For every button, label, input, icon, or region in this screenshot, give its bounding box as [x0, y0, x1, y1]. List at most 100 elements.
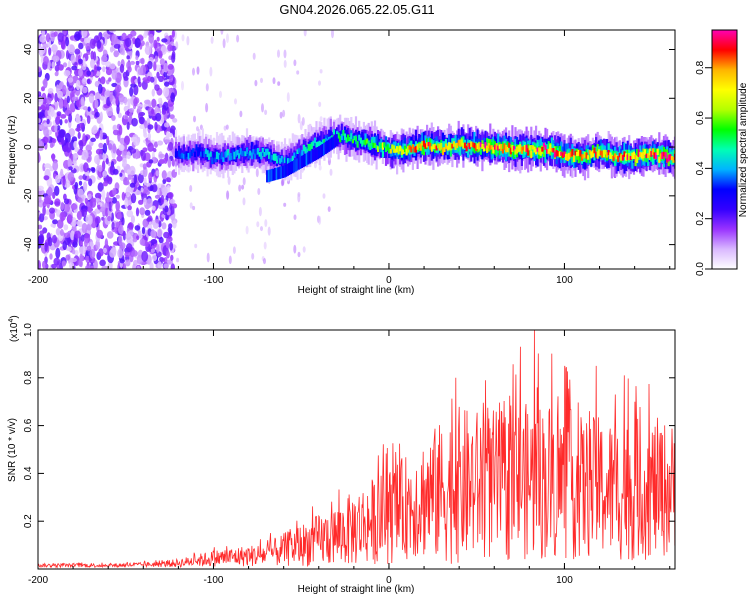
spectrogram-ridge-cell — [670, 156, 673, 161]
spectrogram-ridge-cell — [536, 147, 539, 152]
spectrogram-noise-cell — [70, 54, 76, 64]
spectrogram-noise-cell — [83, 162, 89, 173]
spectrogram-noise-cell — [283, 49, 287, 59]
spectrogram-ridge-cell — [413, 147, 416, 153]
spectrogram-ridge-cell — [389, 148, 392, 154]
spectrogram-noise-cell — [135, 55, 139, 61]
spectrogram-noise-cell — [293, 244, 297, 254]
spectrogram-noise-cell — [84, 197, 89, 205]
spectrogram-ridge-cell — [299, 152, 302, 158]
spectrogram-noise-cell — [71, 217, 77, 227]
spectrogram-noise-cell — [44, 163, 52, 169]
spectrogram-ridge-cell — [479, 144, 482, 155]
spectrogram-noise-cell — [149, 185, 154, 192]
spectrogram-ridge-cell — [429, 138, 432, 147]
spectrogram-ridge-cell — [471, 143, 474, 152]
spectrogram-noise-cell — [163, 231, 170, 239]
spectrogram-ridge-cell — [182, 154, 185, 160]
spectrogram-ridge-cell — [617, 156, 620, 163]
spectrogram-noise-cell — [49, 253, 53, 260]
spectrogram-branch-cell — [316, 147, 319, 160]
spectrogram-noise-cell — [58, 82, 64, 90]
spectrogram-noise-cell — [329, 168, 333, 176]
spectrogram-noise-cell — [171, 53, 176, 63]
colorbar-tick-label: 0.2 — [695, 211, 706, 225]
spectrogram-ridge-cell — [590, 151, 593, 159]
spectrogram-noise-cell — [181, 80, 184, 91]
spectrogram-noise-cell — [165, 177, 171, 183]
spectrogram-ridge-cell — [306, 148, 309, 154]
spectrogram-noise-cell — [154, 194, 161, 199]
spectrogram-noise-cell — [297, 251, 301, 258]
spectrogram-noise-cell — [303, 30, 307, 37]
spectrogram-noise-cell — [168, 223, 173, 230]
spectrogram-ridge-cell — [465, 145, 468, 152]
spectrogram-noise-cell — [99, 129, 103, 141]
spectrogram-noise-cell — [155, 64, 162, 72]
spectrogram-noise-cell — [38, 260, 41, 269]
spectrogram-noise-cell — [109, 165, 114, 173]
spectrogram-ridge-cell — [452, 141, 455, 147]
spectrogram-noise-cell — [163, 122, 170, 128]
spectrogram-noise-cell — [297, 113, 301, 124]
spectrogram-noise-cell — [171, 159, 176, 167]
spectrogram-branch-cell — [275, 167, 278, 180]
spectrogram-branch-cell — [319, 145, 322, 158]
spectrogram-noise-cell — [154, 84, 160, 91]
spectrogram-ridge-cell — [462, 142, 465, 149]
spectrogram-noise-cell — [136, 235, 140, 241]
spectrogram-branch-cell — [274, 168, 277, 181]
spectrogram-ridge-cell — [648, 151, 651, 160]
spectrogram-noise-cell — [121, 191, 126, 201]
spectrogram-noise-cell — [115, 221, 120, 229]
snr-series-line — [38, 330, 675, 569]
spectrogram-noise-cell — [118, 234, 123, 246]
spectrogram-noise-cell — [55, 84, 60, 94]
spectrogram-noise-cell — [66, 95, 70, 104]
spectrogram-noise-cell — [115, 200, 120, 212]
spectrogram-noise-cell — [228, 255, 232, 265]
spectrogram-noise-cell — [39, 213, 45, 223]
spectrogram-ridge-cell — [468, 142, 471, 150]
spectrogram-noise-cell — [113, 124, 118, 130]
spectrogram-ridge-cell — [479, 142, 482, 148]
spectrogram-noise-cell — [82, 133, 86, 144]
spectrogram-noise-cell — [81, 30, 88, 38]
spectrogram-ridge-cell — [179, 153, 182, 159]
spectrogram-noise-cell — [58, 98, 64, 110]
spectrogram-noise-cell — [161, 257, 165, 262]
spectrogram-noise-cell — [147, 142, 154, 152]
spectrogram-ridge-cell — [561, 152, 564, 158]
spectrogram-ridge-cell — [266, 148, 269, 155]
spectrogram-noise-cell — [38, 234, 44, 245]
spectrogram-ridge-cell — [271, 155, 274, 160]
spectrogram-noise-cell — [91, 126, 98, 134]
colorbar-label: Normalized spectral amplitude — [738, 82, 749, 217]
snr-scale-prefix: (x10 — [9, 322, 20, 342]
spectrogram-noise-cell — [148, 159, 154, 164]
spectrogram-noise-cell — [88, 178, 93, 187]
spectrogram-ridge-cell — [527, 148, 530, 156]
spectrogram-noise-cell — [74, 31, 81, 41]
spectrogram-noise-cell — [108, 77, 112, 82]
spectrogram-ridge-cell — [206, 150, 209, 158]
spectrogram-noise-cell — [59, 119, 63, 126]
spectrogram-noise-cell — [93, 64, 98, 75]
spectrogram-ytick-label: 20 — [23, 92, 34, 104]
spectrogram-ridge-cell — [530, 145, 533, 155]
spectrogram-noise-cell — [111, 115, 116, 121]
spectrogram-ridge-cell — [282, 158, 285, 164]
spectrogram-ridge-cell — [533, 146, 536, 153]
spectrogram-noise-cell — [38, 152, 41, 163]
spectrogram-ridge-cell — [351, 139, 354, 144]
spectrogram-ridge-cell — [285, 156, 288, 164]
spectrogram-noise-cell — [301, 117, 305, 126]
spectrogram-noise-cell — [60, 137, 65, 146]
snr-ylabel: SNR (10 * v/v) — [7, 418, 18, 482]
spectrogram-noise-cell — [144, 120, 148, 129]
spectrogram-ridge-cell — [620, 154, 623, 161]
spectrogram-ridge-cell — [343, 133, 347, 141]
spectrogram-noise-cell — [189, 185, 193, 192]
spectrogram-noise-cell — [119, 43, 125, 55]
spectrogram-noise-cell — [153, 39, 158, 49]
